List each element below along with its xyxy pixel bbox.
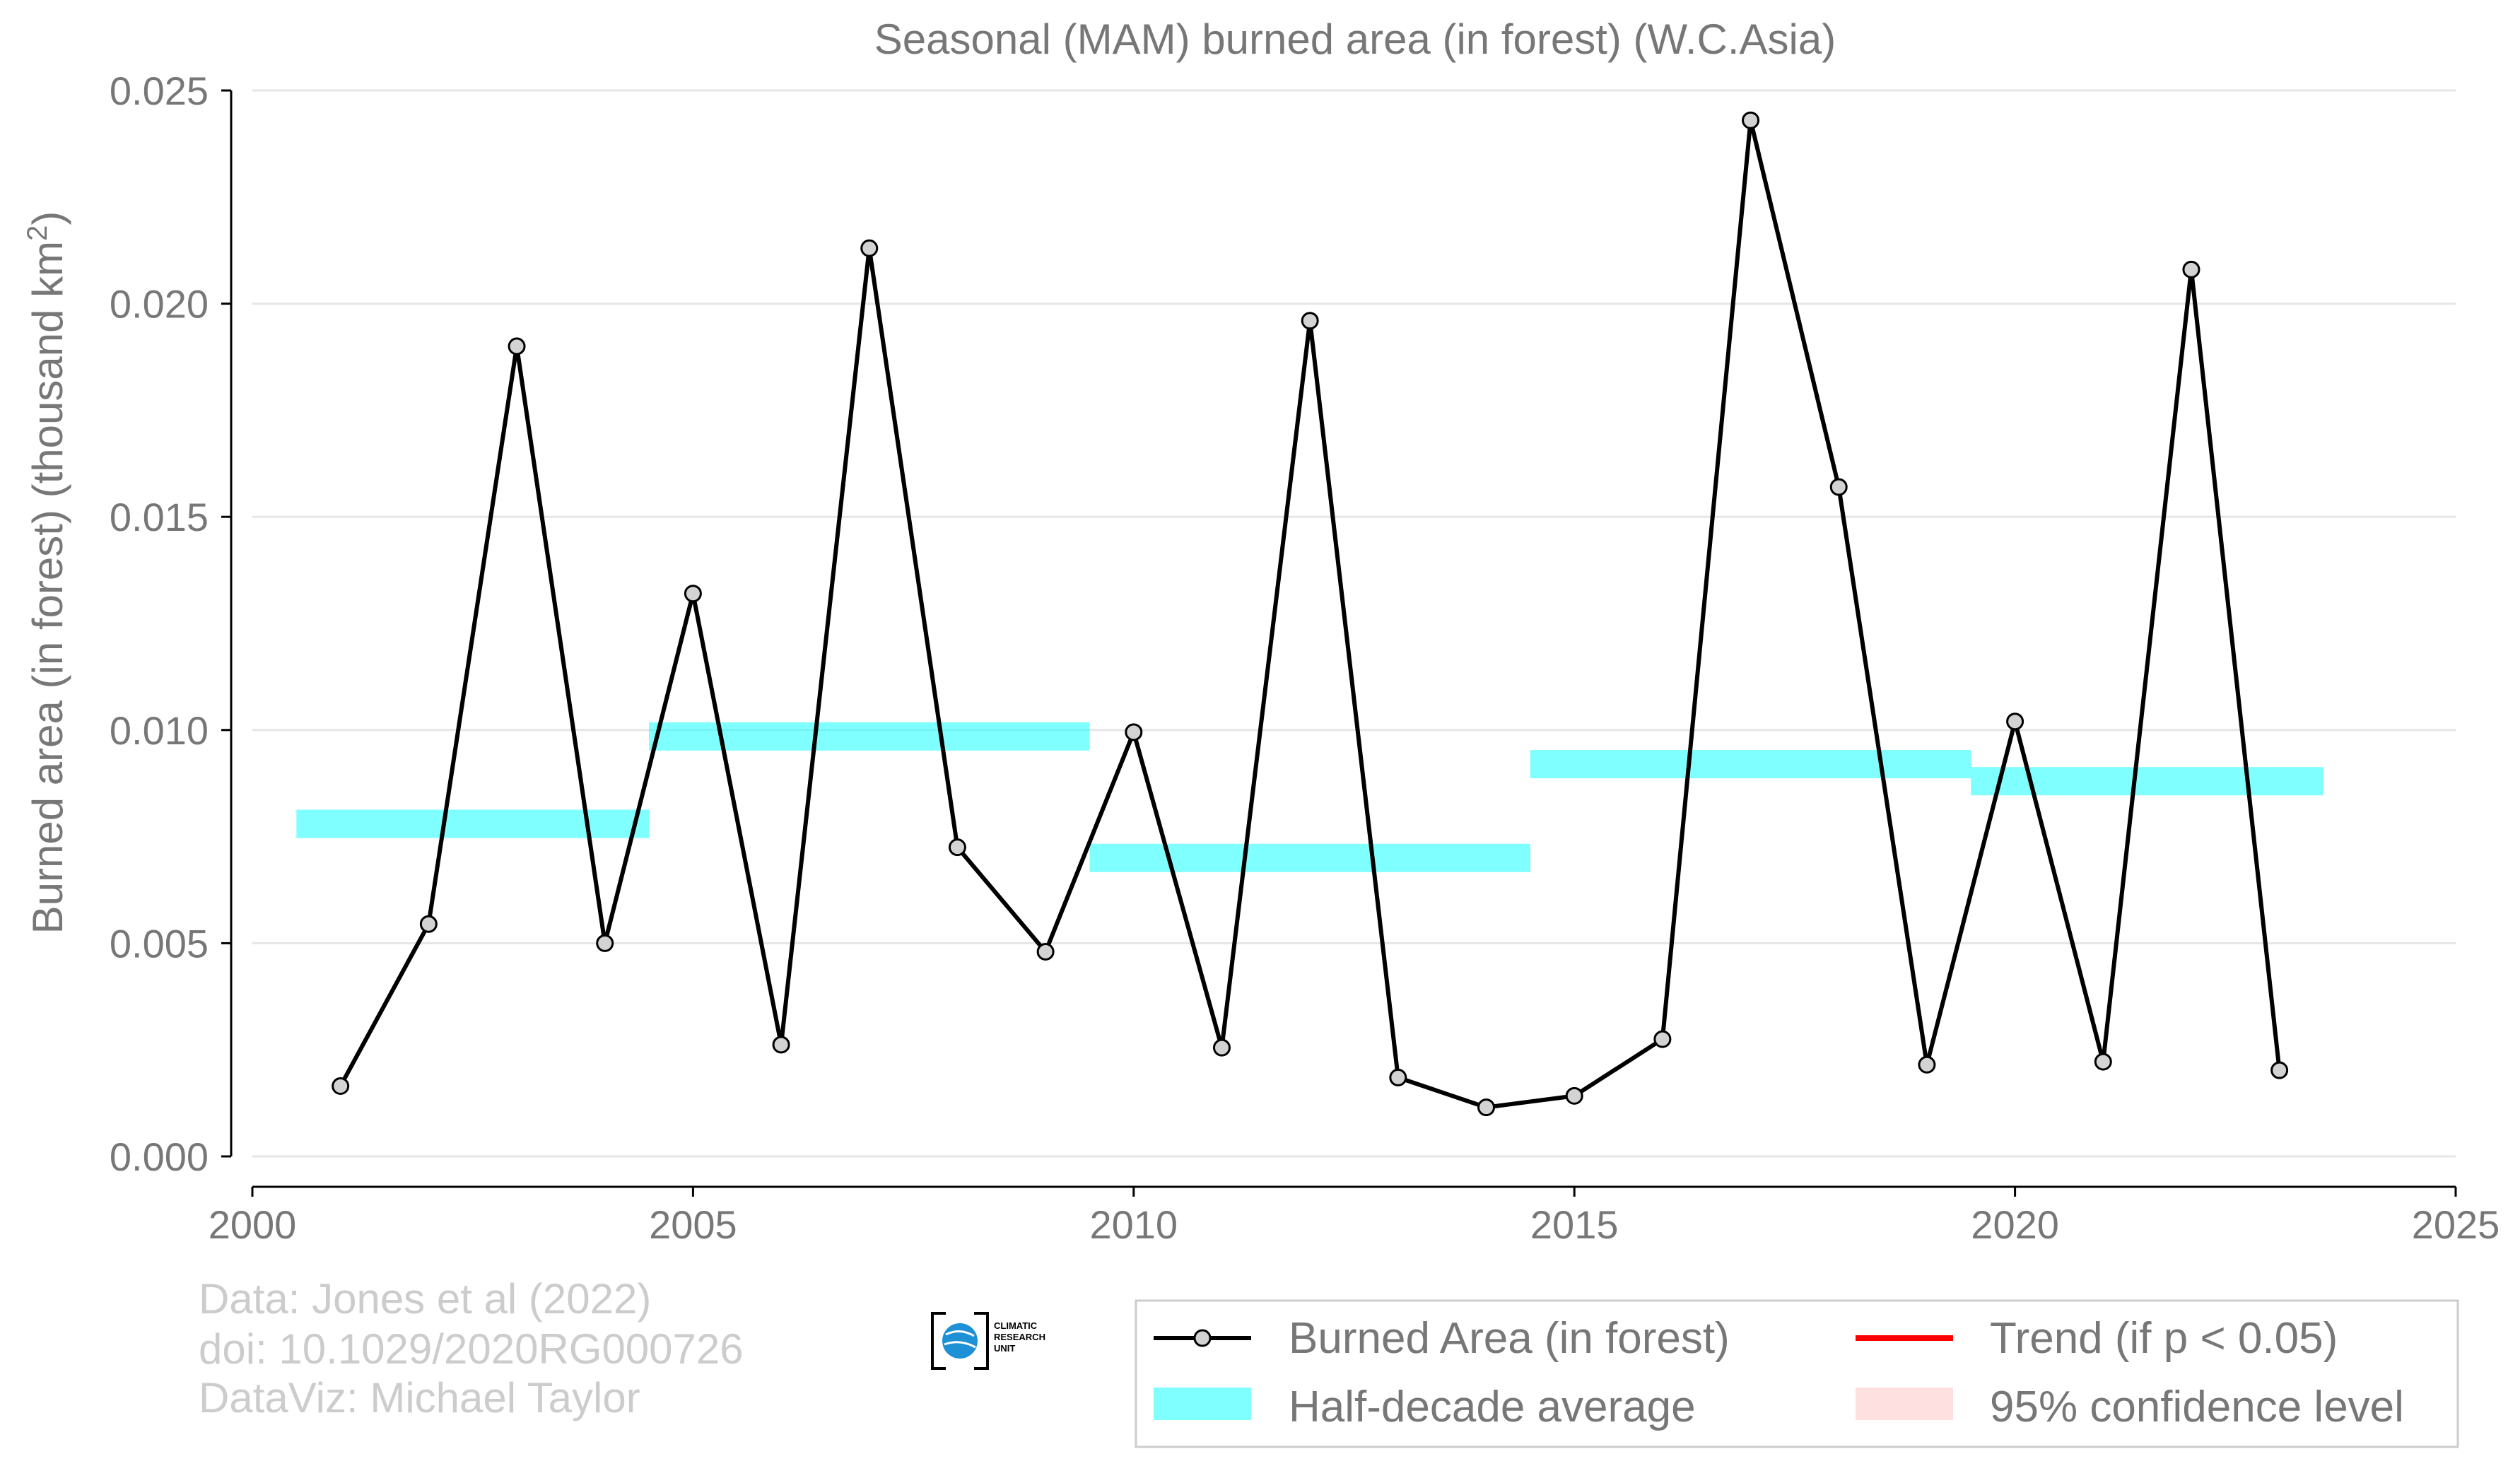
legend-box xyxy=(1135,1299,2459,1448)
legend-swatch-confidence xyxy=(1856,1388,1953,1420)
data-point xyxy=(2270,1061,2289,1079)
data-point xyxy=(2182,260,2200,278)
data-point xyxy=(1918,1055,1936,1074)
data-point xyxy=(860,239,879,257)
half-decade-average-bar xyxy=(1089,843,1530,872)
gridlines xyxy=(252,89,2456,1158)
data-point xyxy=(1653,1030,1672,1048)
y-axis-label-main: Burned area (in forest) (thousand km xyxy=(24,241,71,934)
credit-dataviz: DataViz: Michael Taylor xyxy=(199,1374,640,1421)
y-axis-ticks: 0.000 0.005 0.010 0.015 0.020 0.025 xyxy=(110,69,231,1179)
x-tick-label: 2015 xyxy=(1530,1202,1619,1247)
logo-text-research: RESEARCH xyxy=(994,1332,1045,1342)
cru-logo: CLIMATIC RESEARCH UNIT xyxy=(931,1312,1045,1370)
data-point xyxy=(596,934,614,952)
data-point xyxy=(1125,723,1143,741)
logo-text-climatic: CLIMATIC xyxy=(994,1320,1038,1331)
credits: Data: Jones et al (2022) doi: 10.1029/20… xyxy=(199,1275,744,1421)
data-point xyxy=(2006,713,2024,731)
y-tick-label: 0.025 xyxy=(110,69,209,113)
y-axis-label-close: ) xyxy=(24,211,71,225)
logo-text-unit: UNIT xyxy=(994,1343,1015,1354)
legend-marker-burned-area xyxy=(1193,1329,1212,1347)
half-decade-average-bar xyxy=(1530,750,1971,779)
logo-bracket-right xyxy=(974,1312,989,1370)
data-point xyxy=(1212,1038,1231,1057)
x-tick-label: 2020 xyxy=(1971,1202,2059,1247)
y-axis-label: Burned area (in forest) (thousand km2) xyxy=(22,211,71,934)
globe-icon xyxy=(942,1323,978,1359)
data-point xyxy=(1742,111,1760,129)
y-tick-label: 0.005 xyxy=(110,921,209,966)
data-point xyxy=(1389,1068,1407,1086)
data-point xyxy=(1829,478,1848,496)
data-points xyxy=(332,111,2289,1117)
data-point xyxy=(419,915,438,933)
data-point xyxy=(1301,312,1319,330)
legend-label-trend: Trend (if p < 0.05) xyxy=(1990,1314,2338,1363)
half-decade-average-bar xyxy=(296,809,650,838)
logo-bracket-left xyxy=(931,1312,946,1370)
x-tick-label: 2000 xyxy=(209,1202,297,1247)
data-point xyxy=(772,1036,790,1054)
half-decade-average-bar xyxy=(649,722,1090,751)
chart-title: Seasonal (MAM) burned area (in forest) (… xyxy=(874,16,1836,63)
y-tick-label: 0.010 xyxy=(110,708,209,753)
data-point xyxy=(332,1077,350,1095)
half-decade-average-bar xyxy=(1971,767,2323,796)
data-point xyxy=(948,838,966,857)
legend-label-confidence: 95% confidence level xyxy=(1990,1383,2404,1431)
x-tick-label: 2010 xyxy=(1090,1202,1178,1247)
legend: Burned Area (in forest) Trend (if p < 0.… xyxy=(1135,1299,2459,1448)
y-tick-label: 0.015 xyxy=(110,495,209,539)
data-point xyxy=(684,585,702,603)
data-point xyxy=(2094,1052,2112,1071)
x-tick-label: 2025 xyxy=(2412,1202,2500,1247)
x-tick-label: 2005 xyxy=(649,1202,737,1247)
data-point xyxy=(1477,1098,1496,1117)
y-axis-label-superscript: 2 xyxy=(22,225,53,241)
legend-swatch-half-decade xyxy=(1154,1388,1251,1420)
data-point xyxy=(1565,1086,1583,1105)
credit-doi: doi: 10.1029/2020RG000726 xyxy=(199,1325,744,1373)
legend-label-burned-area: Burned Area (in forest) xyxy=(1289,1314,1730,1363)
credit-data-source: Data: Jones et al (2022) xyxy=(199,1275,651,1323)
data-point xyxy=(508,337,526,356)
x-axis-ticks: 2000 2005 2010 2015 2020 2025 xyxy=(209,1187,2500,1247)
y-tick-label: 0.020 xyxy=(110,282,209,327)
y-tick-label: 0.000 xyxy=(110,1134,209,1179)
data-point xyxy=(1036,942,1055,961)
globe-swirl xyxy=(944,1330,976,1349)
legend-label-half-decade: Half-decade average xyxy=(1289,1383,1696,1431)
